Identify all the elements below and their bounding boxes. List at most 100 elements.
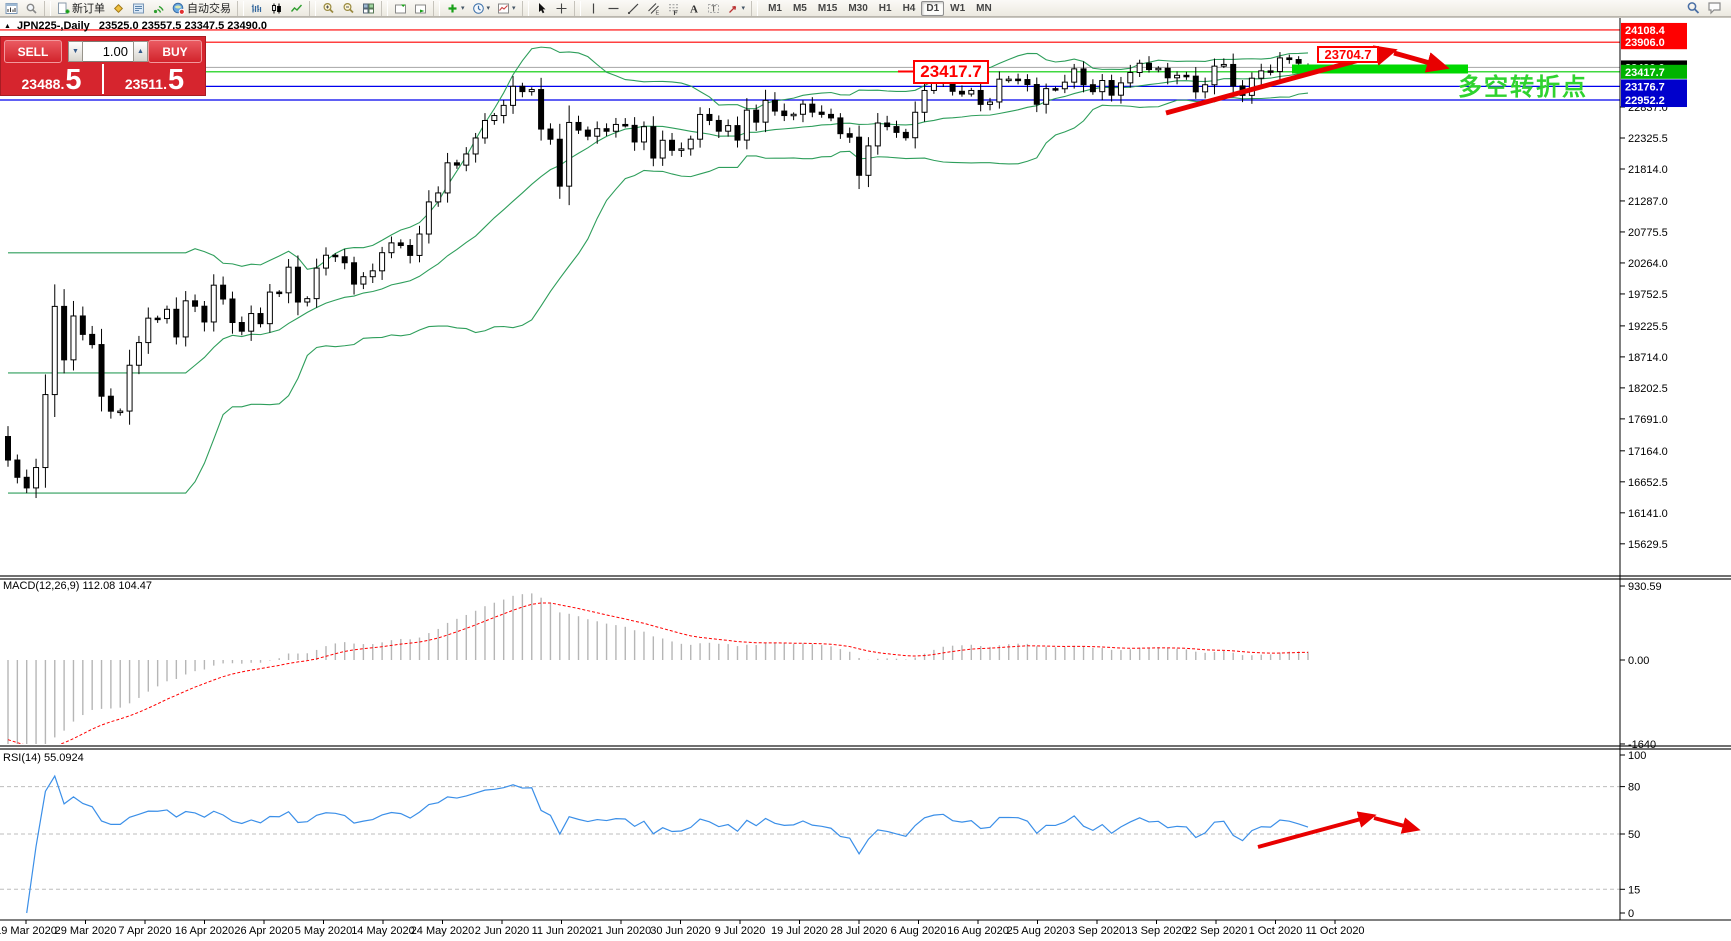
toolbar-separator bbox=[44, 0, 51, 16]
timeframe-m1-button[interactable]: M1 bbox=[768, 2, 782, 14]
crosshair-button[interactable] bbox=[552, 1, 571, 16]
svg-text:F: F bbox=[673, 9, 677, 14]
cursor-button[interactable] bbox=[532, 1, 551, 16]
svg-text:0.00: 0.00 bbox=[1628, 655, 1649, 667]
volume-decrease-button[interactable]: ▼ bbox=[68, 41, 83, 62]
market-watch-button[interactable] bbox=[109, 1, 128, 16]
svg-text:80: 80 bbox=[1628, 782, 1640, 794]
zoom-out-button[interactable] bbox=[339, 1, 358, 16]
sell-button[interactable]: SELL bbox=[4, 40, 62, 63]
rsi-indicator-label: RSI(14) 55.0924 bbox=[3, 752, 84, 764]
sell-price-int: 23488 bbox=[21, 76, 61, 92]
price-axis: 22837.022325.521814.021287.020775.520264… bbox=[1620, 22, 1687, 551]
svg-text:22325.5: 22325.5 bbox=[1628, 133, 1668, 145]
trendline-icon bbox=[627, 3, 638, 14]
fibonacci-tool-button[interactable]: F bbox=[664, 1, 683, 16]
svg-text:29 Mar 2020: 29 Mar 2020 bbox=[55, 925, 117, 937]
zoom-in-icon bbox=[323, 2, 334, 13]
timeframe-mn-button[interactable]: MN bbox=[976, 2, 992, 14]
svg-text:24 May 2020: 24 May 2020 bbox=[411, 925, 475, 937]
line-chart-button[interactable] bbox=[287, 1, 306, 16]
timeframe-m30-button[interactable]: M30 bbox=[848, 2, 868, 14]
autotrading-label: 自动交易 bbox=[187, 3, 231, 15]
svg-text:28 Jul 2020: 28 Jul 2020 bbox=[831, 925, 888, 937]
timeframe-h4-button[interactable]: H4 bbox=[902, 2, 916, 14]
sell-price[interactable]: 23488 . 5 bbox=[1, 64, 102, 95]
candlestick-chart-button[interactable] bbox=[267, 1, 286, 16]
zoom-in-button[interactable] bbox=[319, 1, 338, 16]
macd-indicator-label: MACD(12,26,9) 112.08 104.47 bbox=[3, 580, 152, 592]
svg-text:23906.0: 23906.0 bbox=[1625, 37, 1665, 49]
trendline-tool-button[interactable] bbox=[624, 1, 643, 16]
arrow-tool-icon bbox=[728, 5, 736, 13]
turning-point-text[interactable]: 多空转折点 bbox=[1458, 74, 1588, 101]
dropdown-arrow-icon: ▾ bbox=[486, 4, 491, 12]
new-order-button[interactable]: 新订单 bbox=[54, 1, 108, 16]
buy-price[interactable]: 23511 . 5 bbox=[102, 64, 205, 95]
new-chart-button[interactable] bbox=[2, 1, 21, 16]
ohlc-bars-icon bbox=[251, 4, 262, 12]
navigator-button[interactable] bbox=[149, 1, 168, 16]
profiles-icon bbox=[26, 3, 37, 14]
svg-text:A: A bbox=[690, 3, 698, 15]
bar-chart-button[interactable] bbox=[247, 1, 266, 16]
channel-tool-button[interactable]: E bbox=[644, 1, 663, 16]
toolbar: 新订单 自动交易 ▾ ▾ ▾ E F A T ▾ bbox=[0, 0, 1731, 17]
community-chat-icon[interactable] bbox=[1707, 1, 1723, 15]
periods-button[interactable]: ▾ bbox=[469, 1, 494, 16]
buy-price-int: 23511 bbox=[124, 76, 164, 92]
autotrading-button[interactable]: 自动交易 bbox=[169, 1, 234, 16]
new-chart-icon bbox=[5, 2, 18, 14]
text-tool-button[interactable]: A bbox=[684, 1, 703, 16]
vertical-line-tool-button[interactable] bbox=[584, 1, 603, 16]
svg-text:T: T bbox=[711, 4, 716, 13]
timeframe-h1-button[interactable]: H1 bbox=[878, 2, 892, 14]
trade-panel-prices: 23488 . 5 23511 . 5 bbox=[1, 64, 205, 95]
timeframe-m15-button[interactable]: M15 bbox=[817, 2, 838, 14]
svg-text:19 Jul 2020: 19 Jul 2020 bbox=[771, 925, 828, 937]
arrows-tool-button[interactable]: ▾ bbox=[724, 1, 749, 16]
fibonacci-icon: F bbox=[668, 3, 678, 15]
indicators-button[interactable]: ▾ bbox=[443, 1, 468, 16]
search-icon[interactable] bbox=[1686, 1, 1701, 15]
timeframe-m5-button[interactable]: M5 bbox=[792, 2, 807, 14]
data-window-icon bbox=[133, 3, 144, 13]
buy-price-dot: . bbox=[163, 76, 167, 92]
chart-shift-button[interactable] bbox=[391, 1, 410, 16]
svg-text:17164.0: 17164.0 bbox=[1628, 446, 1668, 458]
label-tool-button[interactable]: T bbox=[704, 1, 723, 16]
volume-input[interactable] bbox=[83, 41, 133, 62]
data-window-button[interactable] bbox=[129, 1, 148, 16]
reversal-arrow bbox=[1393, 50, 1450, 73]
profiles-button[interactable] bbox=[22, 1, 41, 16]
svg-text:19225.5: 19225.5 bbox=[1628, 321, 1668, 333]
macd-pane bbox=[7, 593, 1309, 744]
templates-button[interactable]: ▾ bbox=[494, 1, 519, 16]
svg-text:13 Sep 2020: 13 Sep 2020 bbox=[1125, 925, 1187, 937]
horizontal-line-tool-button[interactable] bbox=[604, 1, 623, 16]
dropdown-arrow-icon: ▾ bbox=[461, 4, 465, 12]
svg-text:23417.7: 23417.7 bbox=[1625, 67, 1665, 79]
svg-text:3 Sep 2020: 3 Sep 2020 bbox=[1069, 925, 1125, 937]
svg-text:16 Aug 2020: 16 Aug 2020 bbox=[947, 925, 1009, 937]
timeframe-group: M1 M5 M15 M30 H1 H4 D1 W1 MN bbox=[763, 0, 997, 16]
price-annotation-box-23417[interactable]: 23417.7 bbox=[913, 60, 989, 84]
timeframe-w1-button[interactable]: W1 bbox=[950, 2, 966, 14]
toolbar-separator bbox=[309, 0, 316, 16]
svg-text:25 Aug 2020: 25 Aug 2020 bbox=[1007, 925, 1069, 937]
price-annotation-box-23704[interactable]: 23704.7 bbox=[1317, 46, 1379, 63]
volume-increase-button[interactable]: ▲ bbox=[133, 41, 148, 62]
toolbar-right bbox=[1686, 1, 1729, 15]
rsi-reversal-arrow bbox=[1373, 816, 1421, 834]
tile-windows-button[interactable] bbox=[359, 1, 378, 16]
crosshair-icon bbox=[556, 3, 567, 13]
chart-annotations[interactable] bbox=[898, 45, 1468, 849]
svg-text:1 Oct 2020: 1 Oct 2020 bbox=[1249, 925, 1303, 937]
add-indicator-icon bbox=[448, 4, 457, 12]
timeframe-d1-button[interactable]: D1 bbox=[921, 0, 945, 16]
buy-button[interactable]: BUY bbox=[148, 40, 202, 63]
toolbar-separator bbox=[573, 0, 581, 16]
auto-scroll-button[interactable] bbox=[411, 1, 430, 16]
text-icon: A bbox=[690, 3, 698, 15]
